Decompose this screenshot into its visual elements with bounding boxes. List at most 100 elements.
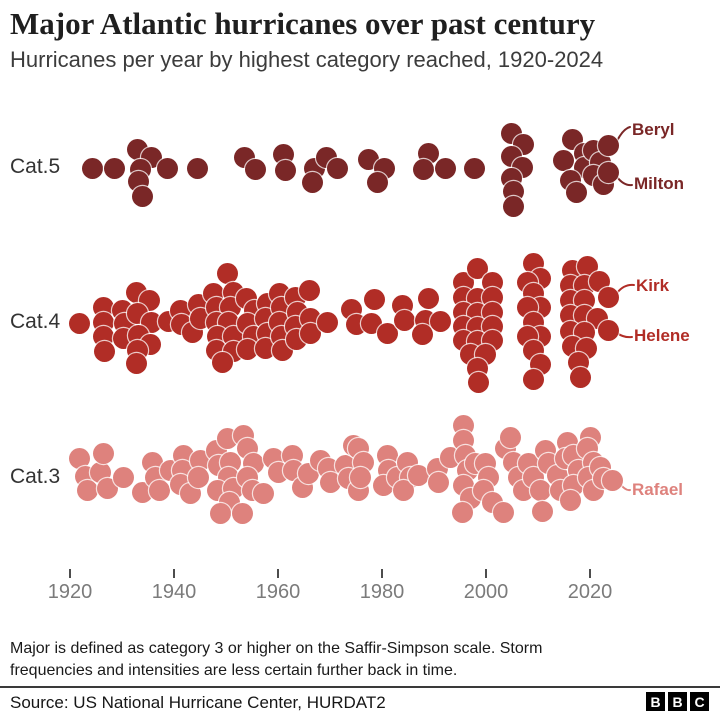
dot-cat4	[216, 262, 238, 284]
dot-cat3	[499, 426, 521, 448]
dot-cat4	[376, 322, 398, 344]
dot-cat5	[597, 161, 619, 183]
x-axis-tick-label: 1960	[255, 581, 301, 603]
dot-cat4	[522, 368, 544, 390]
x-axis-tick	[485, 569, 487, 578]
x-axis-tick	[381, 569, 383, 578]
dot-cat5	[552, 149, 574, 171]
dot-cat3	[131, 481, 153, 503]
dot-cat5	[244, 158, 266, 180]
dot-cat5	[301, 171, 323, 193]
x-axis-tick	[589, 569, 591, 578]
dot-cat4	[411, 323, 433, 345]
dot-cat3	[68, 447, 90, 469]
annotation-label-kirk: Kirk	[636, 276, 670, 295]
dot-cat4	[576, 255, 598, 277]
dot-cat3	[529, 479, 551, 501]
dot-cat5	[502, 195, 524, 217]
dot-cat3	[231, 502, 253, 524]
dot-cat4	[211, 351, 233, 373]
dot-cat3	[96, 477, 118, 499]
annotation-label-helene: Helene	[634, 326, 690, 345]
dot-cat4	[316, 311, 338, 333]
dot-cat5	[434, 157, 456, 179]
annotation-label-beryl: Beryl	[632, 120, 675, 139]
dot-cat3	[148, 479, 170, 501]
source-divider	[0, 686, 720, 688]
dot-cat4	[360, 312, 382, 334]
dot-cat3	[407, 464, 429, 486]
dot-cat3	[319, 471, 341, 493]
x-axis-tick-label: 1980	[359, 581, 405, 603]
dot-cat5	[81, 157, 103, 179]
dot-cat5	[366, 171, 388, 193]
dot-cat4	[254, 337, 276, 359]
dot-cat4	[466, 257, 488, 279]
dot-cat3	[427, 471, 449, 493]
dot-cat5	[326, 157, 348, 179]
chart-subtitle: Hurricanes per year by highest category …	[10, 47, 604, 72]
dot-cat4	[363, 288, 385, 310]
dot-cat4	[299, 322, 321, 344]
dot-cat4	[236, 338, 258, 360]
dot-cat5	[156, 157, 178, 179]
dot-cat5	[131, 185, 153, 207]
dot-cat3	[189, 449, 211, 471]
dot-cat3	[187, 466, 209, 488]
footnote-line-1: Major is defined as category 3 or higher…	[10, 640, 543, 657]
dot-cat5	[597, 134, 619, 156]
dot-cat5	[103, 157, 125, 179]
dot-cat4	[298, 279, 320, 301]
dot-cat4	[393, 309, 415, 331]
dot-cat3	[349, 466, 371, 488]
dot-cat3	[112, 466, 134, 488]
annotation-connector-beryl	[616, 126, 631, 142]
row-label-cat3: Cat.3	[10, 465, 61, 488]
annotation-connector-kirk	[616, 283, 635, 294]
dot-cat3	[89, 461, 111, 483]
dot-cat4	[93, 340, 115, 362]
footnote-line-2: frequencies and intensities are less cer…	[10, 662, 458, 679]
dot-cat5	[565, 181, 587, 203]
x-axis-tick-label: 1940	[151, 581, 197, 603]
x-axis-tick	[173, 569, 175, 578]
dot-cat5	[274, 159, 296, 181]
dot-cat3	[601, 469, 623, 491]
dot-cat3	[392, 479, 414, 501]
row-label-cat5: Cat.5	[10, 155, 61, 178]
dot-cat4	[597, 286, 619, 308]
x-axis-tick	[277, 569, 279, 578]
dot-cat3	[492, 501, 514, 523]
bbc-logo: B B C	[646, 692, 709, 711]
dot-cat5	[186, 157, 208, 179]
dot-cat4	[569, 366, 591, 388]
dot-cat3	[252, 482, 274, 504]
dot-cat5	[357, 148, 379, 170]
dot-cat5	[272, 143, 294, 165]
annotation-label-milton: Milton	[634, 174, 685, 193]
bbc-logo-letter: C	[690, 692, 709, 711]
dot-cat3	[451, 501, 473, 523]
dot-cat4	[467, 371, 489, 393]
bbc-logo-letter: B	[668, 692, 687, 711]
dot-cat3	[531, 500, 553, 522]
dot-cat3	[559, 489, 581, 511]
dot-cat3	[92, 442, 114, 464]
source-text: Source: US National Hurricane Center, HU…	[10, 693, 386, 712]
dot-cat4	[429, 310, 451, 332]
dot-cat5	[412, 158, 434, 180]
x-axis-tick-label: 2000	[463, 581, 509, 603]
dot-cat3	[209, 502, 231, 524]
dot-cat3	[216, 427, 238, 449]
dot-cat4	[125, 352, 147, 374]
x-axis-tick-label: 1920	[47, 581, 93, 603]
dot-cat4	[597, 319, 619, 341]
dot-cat5	[417, 142, 439, 164]
page-title: Major Atlantic hurricanes over past cent…	[10, 6, 596, 41]
dot-cat4	[68, 312, 90, 334]
dot-cat4	[417, 287, 439, 309]
dot-cat4	[588, 270, 610, 292]
bbc-logo-letter: B	[646, 692, 665, 711]
annotation-label-rafael: Rafael	[632, 480, 684, 499]
